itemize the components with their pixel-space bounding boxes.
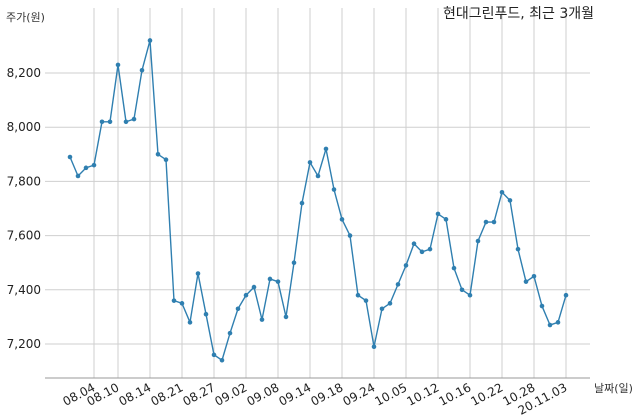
data-point: [115, 62, 121, 68]
data-point: [379, 306, 385, 312]
x-tick-label: 10.16: [436, 380, 473, 408]
data-point: [467, 292, 473, 298]
data-point: [195, 271, 201, 276]
data-point: [307, 160, 313, 165]
data-point: [323, 146, 329, 152]
data-point: [83, 165, 89, 171]
series-line: [69, 39, 567, 361]
y-tick-label: 7,600: [7, 229, 41, 243]
x-tick-label: 08.21: [148, 380, 185, 408]
data-point: [331, 187, 337, 192]
data-point: [243, 292, 249, 298]
data-point: [395, 282, 401, 287]
data-point: [259, 317, 265, 322]
x-tick-label: 09.02: [212, 380, 249, 408]
data-point: [171, 298, 177, 303]
data-point: [283, 314, 289, 320]
data-point: [539, 303, 545, 309]
data-point: [291, 260, 297, 266]
data-point: [459, 287, 465, 293]
data-point: [219, 357, 225, 363]
data-point: [179, 301, 185, 306]
data-point: [523, 279, 529, 284]
data-point: [187, 320, 193, 325]
data-point: [163, 157, 169, 163]
data-point: [131, 116, 137, 122]
data-point: [355, 292, 361, 298]
y-tick-label: 8,000: [7, 120, 41, 134]
data-point: [547, 322, 553, 328]
data-point: [251, 284, 257, 290]
x-tick-label: 08.14: [116, 380, 153, 408]
data-point: [267, 276, 273, 282]
x-tick-label: 09.08: [244, 380, 281, 408]
data-point: [211, 352, 217, 358]
data-point: [419, 249, 425, 255]
data-point: [155, 152, 161, 157]
data-point: [123, 119, 129, 125]
data-point: [363, 298, 369, 303]
data-point: [91, 162, 97, 168]
x-tick-label: 10.22: [468, 380, 505, 408]
data-point: [99, 119, 105, 125]
data-point: [443, 217, 449, 222]
data-point: [139, 67, 145, 73]
data-point: [531, 273, 537, 279]
y-tick-label: 7,800: [7, 174, 41, 188]
series-line-group: [69, 39, 567, 361]
data-point: [315, 173, 321, 179]
data-point: [75, 173, 81, 179]
data-point: [555, 320, 561, 325]
data-point: [339, 217, 345, 222]
data-point: [67, 154, 73, 160]
data-point: [227, 330, 233, 336]
grid-lines: [45, 8, 590, 378]
data-point: [563, 292, 569, 298]
x-tick-label: 09.24: [340, 380, 377, 408]
data-point: [451, 265, 457, 271]
data-point: [499, 189, 505, 195]
x-tick-label: 08.27: [180, 380, 217, 408]
chart-title: 현대그린푸드, 최근 3개월: [443, 6, 594, 22]
y-tick-label: 7,400: [7, 283, 41, 297]
x-tick-label: 10.12: [404, 380, 441, 408]
y-axis-label: 주가(원): [6, 11, 45, 24]
data-point: [403, 263, 409, 268]
series-markers: [67, 38, 569, 363]
x-tick-label: 09.18: [308, 380, 345, 408]
data-point: [427, 246, 433, 252]
data-point: [515, 246, 521, 252]
data-point: [203, 311, 209, 317]
y-tick-label: 8,200: [7, 66, 41, 80]
y-tick-label: 7,200: [7, 337, 41, 351]
data-point: [147, 38, 153, 43]
x-tick-label: 10.05: [372, 380, 409, 408]
data-point: [107, 119, 113, 125]
data-point: [235, 306, 241, 312]
tick-labels: 7,2007,4007,6007,8008,0008,20008.0408.10…: [7, 66, 570, 418]
data-point: [507, 198, 513, 203]
x-axis-label: 날짜(일): [594, 381, 633, 395]
data-point: [347, 233, 353, 238]
data-point: [475, 238, 481, 244]
x-tick-label: 09.14: [276, 380, 313, 408]
data-point: [491, 219, 497, 225]
data-point: [483, 219, 489, 225]
data-point: [435, 211, 441, 217]
data-point: [275, 279, 281, 284]
data-point: [411, 241, 417, 247]
data-point: [299, 200, 305, 206]
data-point: [371, 344, 377, 350]
data-point: [387, 301, 393, 306]
